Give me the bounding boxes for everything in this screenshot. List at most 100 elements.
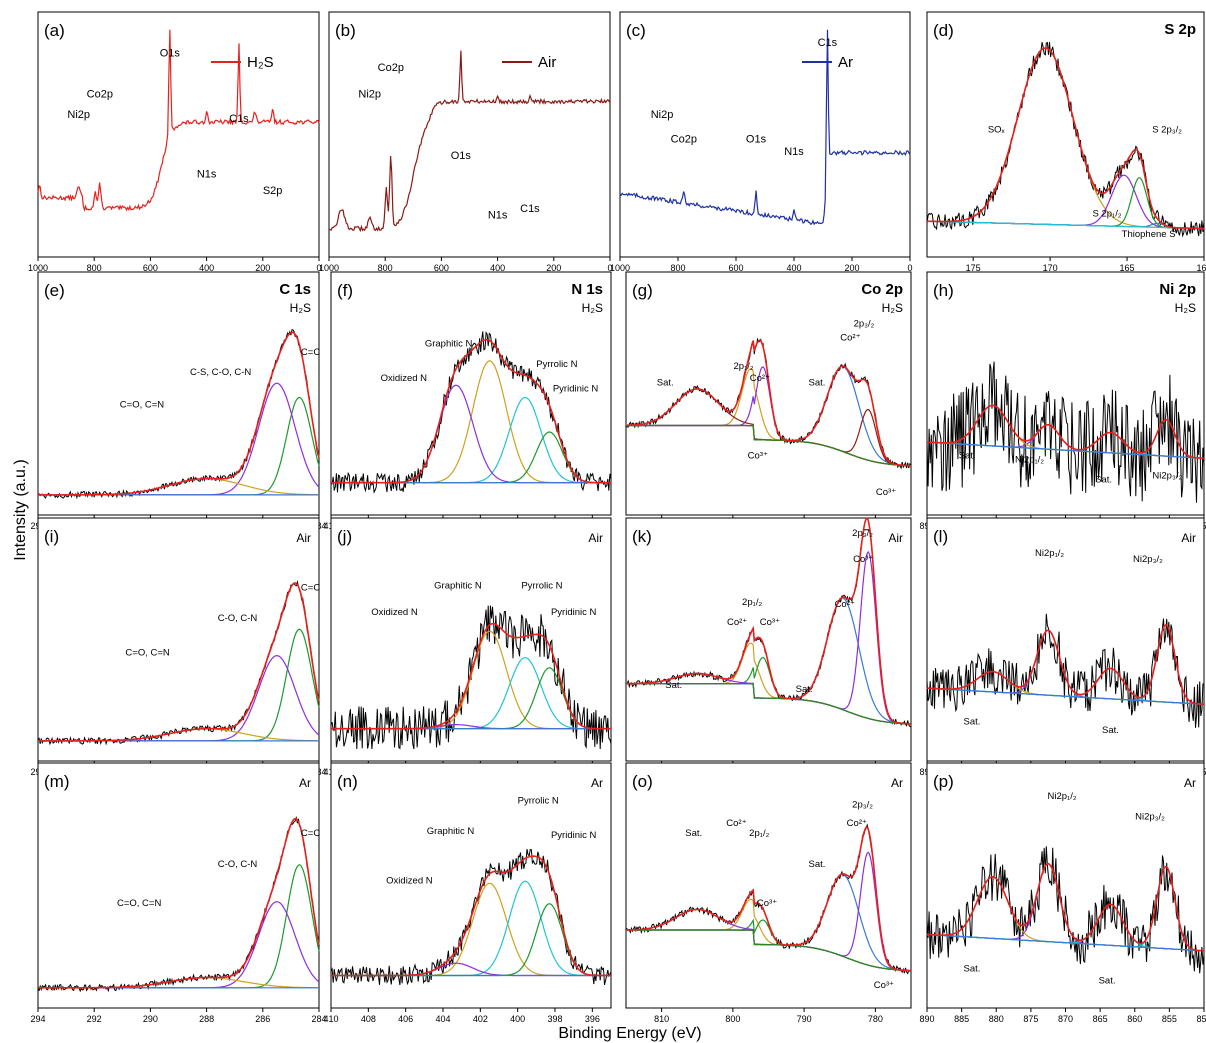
panel-a: 1000 800 600 400 200 0 (a) H₂S Ni2p Co2p O1s C1s N1s…: [28, 11, 322, 273]
panel-tag: (n): [337, 772, 358, 791]
x-tick-label: 290: [143, 1014, 158, 1024]
peak-label: Co²⁺: [835, 599, 855, 610]
x-tick-label: 170: [1043, 263, 1058, 273]
x-tick-label: 400: [199, 263, 214, 273]
plot-frame: [330, 517, 612, 762]
background-line: [626, 682, 911, 725]
peak-label: Sat.: [964, 963, 981, 974]
x-tick-label: 200: [546, 263, 561, 273]
peak-label: C=O, C=N: [117, 898, 161, 909]
x-tick-label: 175: [966, 263, 981, 273]
panel-tag: (l): [933, 527, 948, 546]
peak-label: Sat.: [808, 859, 825, 870]
panel-tag: (e): [44, 281, 65, 300]
plot-frame: [37, 11, 320, 258]
peak-label: Pyrrolic N: [518, 795, 559, 806]
peak-label: S2p: [263, 185, 283, 197]
peak-label: Pyridinic N: [551, 830, 597, 841]
peak-label: C1s: [818, 37, 838, 49]
experimental-spectrum: [926, 41, 1205, 238]
panel-tag: (f): [337, 281, 353, 300]
panel-subtitle: Ar: [591, 776, 603, 790]
envelope-line: [331, 622, 611, 730]
panel-tag: (g): [632, 281, 653, 300]
panel-subtitle: Ar: [299, 776, 311, 790]
background-line: [926, 687, 1204, 705]
envelope-line: [626, 339, 911, 467]
background-line: [926, 933, 1205, 952]
peak-label: Pyridinic N: [551, 607, 597, 618]
x-tick-label: 800: [725, 1014, 740, 1024]
plot-frame: [330, 762, 612, 1009]
x-tick-label: 800: [670, 263, 685, 273]
peak-label: Ni2p: [67, 109, 90, 121]
panel-subtitle: H₂S: [1175, 301, 1196, 315]
panel-tag: (p): [933, 772, 954, 791]
peak-label: N1s: [784, 146, 804, 158]
legend-label: Air: [538, 54, 556, 71]
x-tick-label: 286: [255, 1014, 270, 1024]
peak-label: Oxidized N: [381, 373, 428, 384]
peak-label: Sat.: [959, 450, 976, 461]
panel-d: 175 170 165 160 (d) S 2p SOₓ S 2p₃/₂ S 2p₁/₂Thio…: [926, 11, 1206, 273]
plot-frame: [328, 11, 611, 258]
x-tick-label: 200: [255, 263, 270, 273]
envelope-line: [38, 331, 320, 496]
peak-label: C-O, C-N: [218, 613, 258, 624]
panel-subtitle: Air: [888, 531, 903, 545]
peak-label: Co³⁺: [760, 617, 780, 628]
panel-tag: (o): [632, 772, 653, 791]
peak-label: Sat.: [657, 377, 674, 388]
plot-frame: [625, 271, 912, 516]
panel-tag: (i): [44, 527, 59, 546]
x-tick-label: 160: [1196, 263, 1206, 273]
envelope-line: [626, 517, 911, 725]
peak-label: C1s: [520, 203, 540, 215]
peak-label: C=O, C=N: [120, 400, 164, 411]
envelope-line: [926, 624, 1204, 706]
x-tick-label: 1000: [28, 263, 48, 273]
panel-j: 410408406404402400398396(j)AirGraphitic …: [323, 517, 612, 777]
peak-label: N1s: [488, 209, 508, 221]
peak-label: Graphitic N: [434, 581, 482, 592]
peak-label: Sat.: [1099, 976, 1116, 987]
peak-label: N1s: [197, 168, 217, 180]
envelope-line: [38, 582, 320, 742]
panel-tag: (m): [44, 772, 69, 791]
experimental-spectrum: [330, 605, 612, 750]
legend-label: H₂S: [247, 54, 274, 71]
panel-subtitle: Air: [1181, 531, 1196, 545]
panel-subtitle: H₂S: [582, 301, 603, 315]
panel-tag: (c): [626, 21, 646, 40]
x-axis-label: Binding Energy (eV): [558, 1025, 701, 1042]
plot-frame: [926, 762, 1205, 1009]
peak-label: Sat.: [796, 684, 813, 695]
panel-title: C 1s: [279, 281, 311, 298]
x-tick-label: 0: [907, 263, 912, 273]
x-tick-label: 600: [143, 263, 158, 273]
x-tick-label: 800: [378, 263, 393, 273]
panel-k: 810800790780(k)AirCo²⁺2p₁/₂Co³⁺Sat.Sat.C…: [625, 517, 912, 777]
peak-label: Pyridinic N: [553, 383, 599, 394]
peak-label: O1s: [746, 134, 767, 146]
survey-line: [328, 50, 611, 233]
panel-tag: (k): [632, 527, 652, 546]
panel-o: 810 800 790 780(o) ArSat.Co²⁺2p₁/₂Co³⁺Sat.Co…: [625, 762, 912, 1024]
panel-tag: (h): [933, 281, 954, 300]
x-tick-label: 408: [361, 1014, 376, 1024]
peak-label: Co³⁺: [853, 554, 873, 565]
peak-label: Ni2p₁/₂: [1047, 791, 1076, 802]
survey-line: [619, 29, 911, 226]
panel-p: 890 885 880 875 870 865 860 855 850 (p) Ar Ni2p₁/₂ N…: [919, 762, 1206, 1024]
x-tick-label: 870: [1058, 1014, 1073, 1024]
peak-label: Co²⁺: [750, 373, 770, 384]
x-tick-label: 400: [786, 263, 801, 273]
peak-label: C=O, C=N: [125, 648, 169, 659]
plot-frame: [625, 517, 912, 762]
x-tick-label: 880: [989, 1014, 1004, 1024]
background-line: [927, 220, 1204, 230]
x-tick-label: 404: [435, 1014, 450, 1024]
x-tick-label: 400: [510, 1014, 525, 1024]
peak-label: Sat.: [1095, 475, 1112, 486]
